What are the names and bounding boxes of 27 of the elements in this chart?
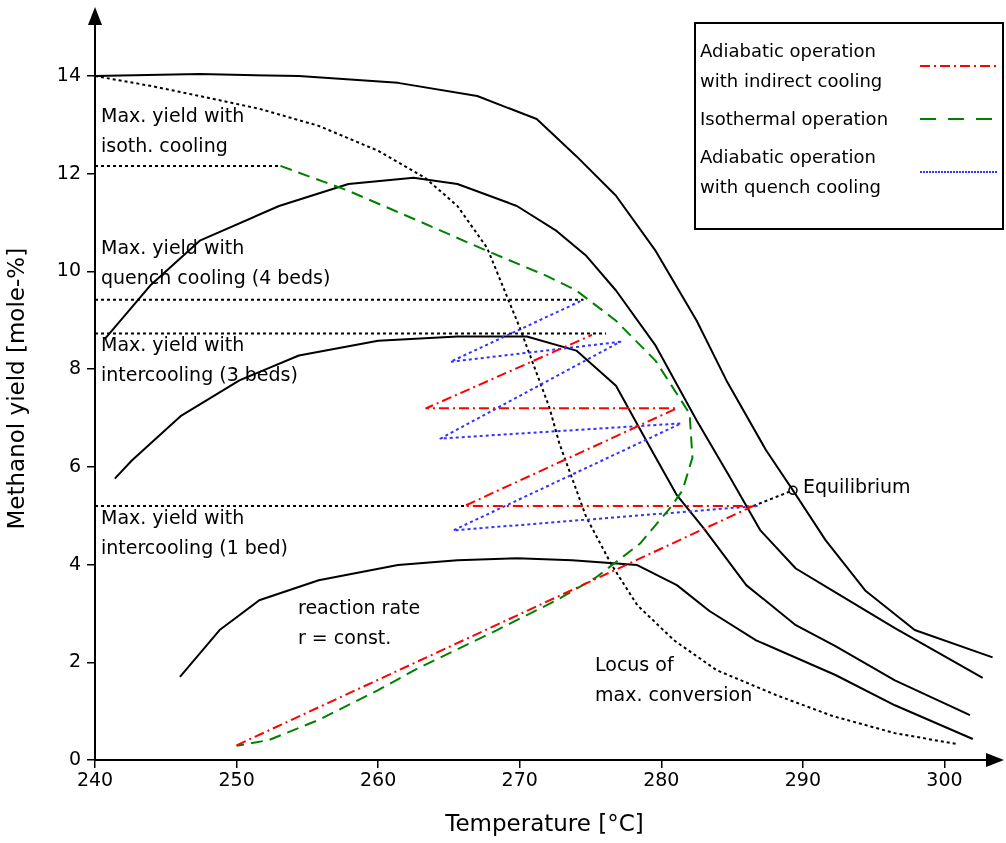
y-tick-label: 4 [68,551,81,574]
legend-label: Adiabatic operation with quench cooling [700,145,882,199]
x-tick-label: 260 [360,768,397,791]
x-tick-label: 240 [76,768,114,791]
x-tick-label: 300 [926,768,963,791]
annotation: Max. yield with intercooling (1 bed) [101,506,289,559]
y-tick-label: 6 [68,453,81,476]
line-series [439,298,759,532]
x-tick-label: 290 [784,768,822,791]
y-tick-label: 0 [68,746,81,769]
y-tick-label: 12 [56,160,81,183]
x-tick-label: 280 [643,768,680,791]
annotation: Locus of max. conversion [595,653,753,706]
annotation: reaction rate r = const. [298,596,421,649]
annotation: Equilibrium [802,474,911,497]
x-tick-label: 270 [501,768,538,791]
y-tick-label: 2 [68,649,81,672]
y-axis-title: Methanol yield [mole-%] [2,247,29,530]
y-tick-label: 8 [68,356,81,379]
x-axis-title: Temperature [°C] [444,810,644,837]
annotation: Max. yield with isoth. cooling [101,104,245,157]
legend-label: Isothermal operation [700,107,890,131]
y-tick-label: 10 [56,258,81,281]
y-tick-label: 14 [56,62,81,85]
legend-label: Adiabatic operation with indirect cooling [700,39,884,93]
x-tick-label: 250 [218,768,255,791]
annotation: Max. yield with intercooling (3 beds) [101,333,298,386]
